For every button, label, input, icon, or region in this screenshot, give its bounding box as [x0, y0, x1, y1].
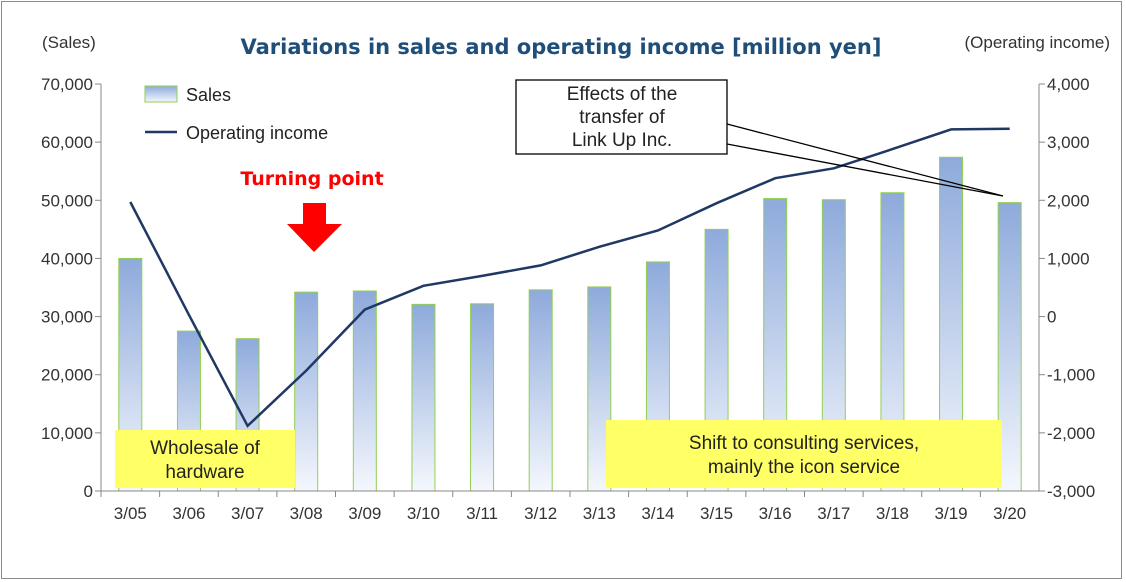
chart-title: Variations in sales and operating income… — [241, 35, 882, 59]
sales-bar — [411, 303, 436, 492]
sales-bar — [352, 290, 377, 492]
x-tick-label: 3/13 — [583, 504, 616, 523]
callout-pointer-lower — [726, 143, 1004, 197]
legend-sales-label: Sales — [186, 85, 231, 105]
x-tick-label: 3/15 — [700, 504, 733, 523]
axes — [100, 84, 1040, 492]
sales-bar — [294, 291, 319, 492]
wholesale-note: Wholesale of hardware — [115, 430, 295, 488]
sales-bar — [528, 289, 553, 492]
legend: Sales Operating income — [144, 85, 328, 143]
right-tick-label: -3,000 — [1047, 482, 1095, 501]
transfer-callout: Effects of the transfer of Link Up Inc. — [515, 79, 1004, 197]
right-tick-label: -1,000 — [1047, 366, 1095, 385]
callout-line-1: Effects of the — [567, 84, 678, 105]
operating-income-line — [129, 127, 1010, 428]
x-tick-label: 3/08 — [290, 504, 323, 523]
consulting-note: Shift to consulting services, mainly the… — [606, 420, 1002, 488]
turning-point-label: Turning point — [240, 168, 383, 190]
left-axis-ticks: 0 10,000 20,000 30,000 40,000 50,000 60,000 70,… — [41, 75, 101, 501]
legend-sales-swatch — [144, 85, 178, 103]
left-tick-label: 50,000 — [41, 191, 93, 210]
x-tick-label: 3/12 — [524, 504, 557, 523]
wholesale-note-line-2: hardware — [165, 462, 244, 483]
right-tick-label: 3,000 — [1047, 133, 1090, 152]
left-tick-label: 40,000 — [41, 249, 93, 268]
callout-line-2: transfer of — [579, 107, 665, 128]
left-axis-label: (Sales) — [42, 33, 96, 52]
callout-line-3: Link Up Inc. — [572, 130, 672, 151]
x-tick-label: 3/17 — [817, 504, 850, 523]
right-axis-label: (Operating income) — [964, 33, 1110, 52]
x-tick-label: 3/09 — [348, 504, 381, 523]
x-tick-label: 3/11 — [466, 504, 498, 523]
right-tick-label: 4,000 — [1047, 75, 1090, 94]
consulting-note-line-2: mainly the icon service — [708, 457, 900, 478]
x-tick-label: 3/05 — [114, 504, 147, 523]
wholesale-note-box — [115, 430, 295, 488]
left-tick-label: 10,000 — [41, 424, 93, 443]
left-tick-label: 30,000 — [41, 308, 93, 327]
right-tick-label: 1,000 — [1047, 249, 1090, 268]
sales-bar — [470, 303, 495, 492]
left-tick-label: 60,000 — [41, 133, 93, 152]
left-tick-label: 0 — [84, 482, 93, 501]
x-tick-label: 3/06 — [172, 504, 205, 523]
consulting-note-line-1: Shift to consulting services, — [689, 433, 919, 454]
x-tick-label: 3/07 — [231, 504, 264, 523]
left-tick-label: 20,000 — [41, 366, 93, 385]
left-tick-label: 70,000 — [41, 75, 93, 94]
x-tick-label: 3/10 — [407, 504, 440, 523]
consulting-note-box — [606, 420, 1002, 488]
x-tick-label: 3/14 — [641, 504, 674, 523]
legend-income-label: Operating income — [186, 123, 328, 143]
x-tick-label: 3/19 — [935, 504, 968, 523]
x-axis-labels: 3/05 3/06 3/07 3/08 3/09 3/10 3/11 3/12 3/13 3/14… — [100, 491, 1026, 523]
turning-point-arrow-icon — [287, 203, 342, 252]
callout-box — [515, 79, 728, 155]
right-tick-label: 0 — [1047, 308, 1056, 327]
wholesale-note-line-1: Wholesale of — [150, 438, 261, 459]
callout-pointer-upper — [726, 123, 1004, 197]
right-tick-label: -2,000 — [1047, 424, 1095, 443]
x-tick-label: 3/18 — [876, 504, 909, 523]
right-tick-label: 2,000 — [1047, 191, 1090, 210]
x-tick-label: 3/20 — [993, 504, 1026, 523]
right-axis-ticks: -3,000 -2,000 -1,000 0 1,000 2,000 3,000 4,000 — [1039, 75, 1095, 501]
x-tick-label: 3/16 — [759, 504, 792, 523]
